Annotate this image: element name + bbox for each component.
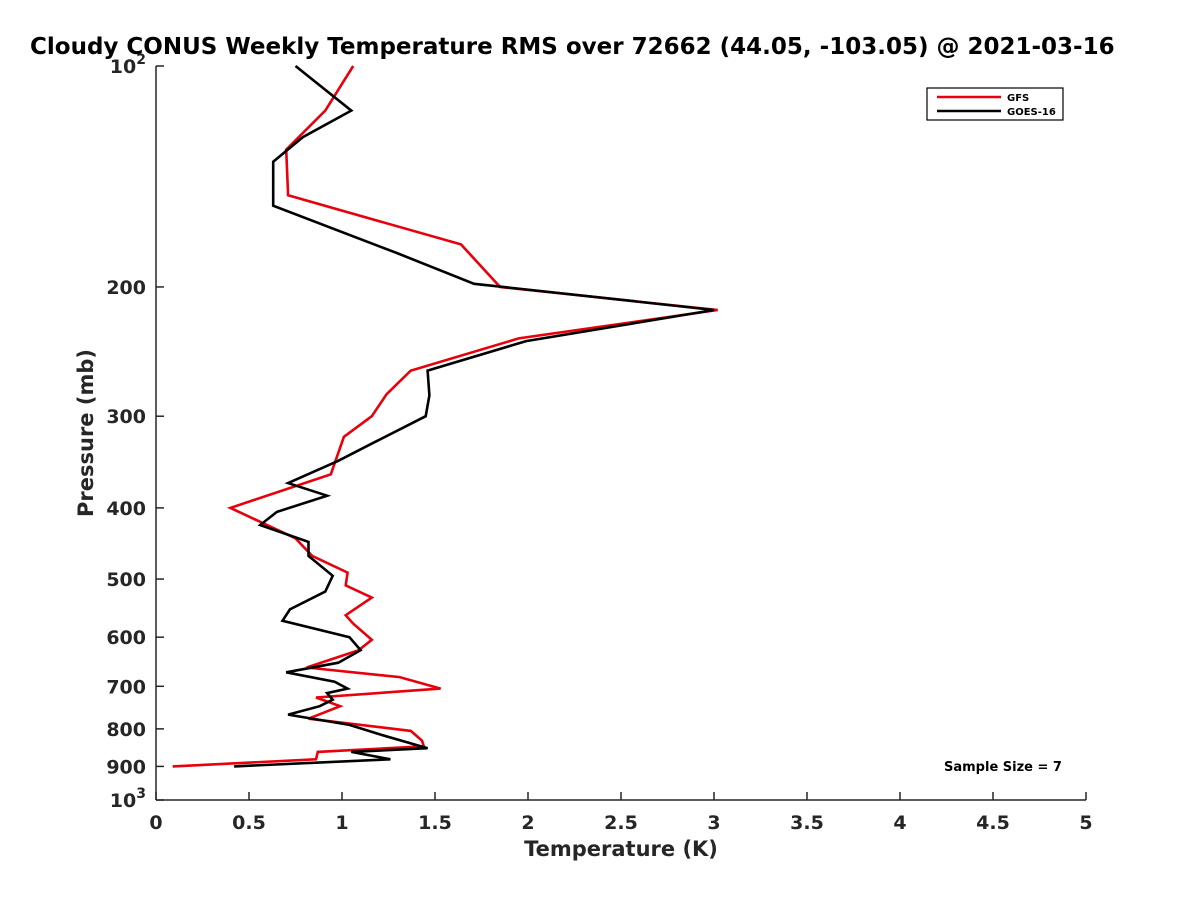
x-tick-label: 0.5 [232, 812, 266, 834]
x-tick-label: 5 [1079, 812, 1092, 834]
legend-label: GOES-16 [1007, 107, 1056, 118]
x-tick-label: 4 [893, 812, 906, 834]
x-tick-label: 2.5 [604, 812, 638, 834]
legend: GFS GOES-16 [926, 87, 1064, 121]
x-tick-label: 0 [149, 812, 162, 834]
legend-box [926, 87, 1064, 121]
series-line-goes-16 [234, 64, 715, 768]
y-tick-label: 700 [106, 676, 146, 698]
y-axis-label: Pressure (mb) [74, 349, 98, 517]
y-tick-label: 500 [106, 569, 146, 591]
series-layer [172, 64, 718, 768]
x-tick-label: 3 [707, 812, 720, 834]
y-tick-label: 400 [106, 498, 146, 520]
y-tick-label: 800 [106, 719, 146, 741]
y-tick-label: 103 [110, 786, 146, 812]
x-tick-label: 3.5 [790, 812, 824, 834]
x-axis-label: Temperature (K) [524, 837, 718, 861]
x-axis-ticks: 0 0.5 1 1.5 2 2.5 3 3.5 4 4.5 5 [149, 792, 1093, 834]
chart-title: Cloudy CONUS Weekly Temperature RMS over… [30, 34, 1115, 60]
x-tick-label: 2 [521, 812, 534, 834]
y-tick-label: 102 [110, 52, 146, 78]
y-tick-label: 300 [106, 406, 146, 428]
y-tick-label: 900 [106, 756, 146, 778]
y-tick-label: 200 [106, 277, 146, 299]
x-tick-label: 1.5 [418, 812, 452, 834]
legend-label: GFS [1007, 93, 1029, 104]
x-tick-label: 1 [335, 812, 348, 834]
x-tick-label: 4.5 [976, 812, 1010, 834]
y-tick-label: 600 [106, 627, 146, 649]
y-axis-ticks: 102 200 300 400 500 600 700 800 900 103 [106, 52, 164, 812]
sample-size-annotation: Sample Size = 7 [944, 760, 1062, 775]
